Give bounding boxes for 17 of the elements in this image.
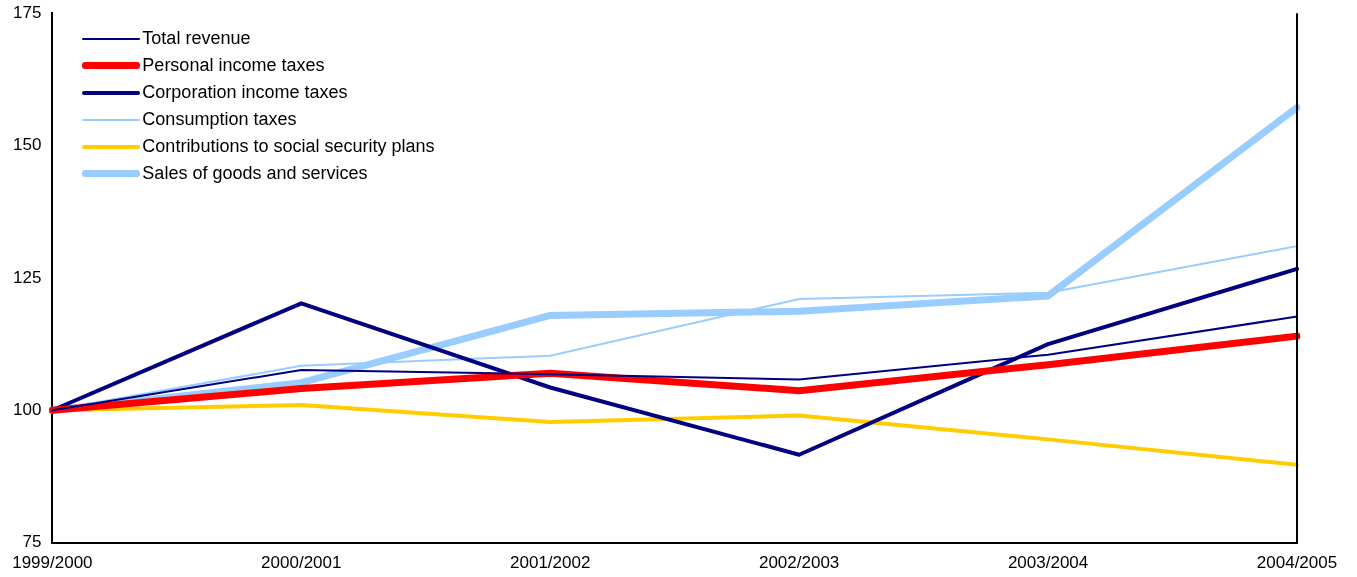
- y-tick-label: 125: [12, 267, 42, 287]
- legend-label: Contributions to social security plans: [142, 135, 435, 159]
- x-tick-label: 2003/2004: [1007, 553, 1089, 573]
- x-tick-label: 2000/2001: [261, 553, 342, 573]
- x-tick-label: 2002/2003: [758, 553, 840, 573]
- legend-label: Sales of goods and services: [142, 162, 368, 186]
- legend-label: Consumption taxes: [142, 108, 297, 132]
- y-tick-label: 75: [22, 532, 42, 552]
- y-tick-label: 150: [12, 135, 42, 155]
- x-tick-label: 2001/2002: [510, 553, 591, 573]
- y-tick-label: 100: [12, 399, 42, 419]
- x-tick-label: 1999/2000: [12, 553, 93, 573]
- y-tick-label: 175: [12, 2, 42, 22]
- x-tick-label: 2004/2005: [1256, 553, 1338, 573]
- legend-label: Corporation income taxes: [142, 81, 348, 105]
- legend-label: Personal income taxes: [142, 54, 325, 78]
- legend-label: Total revenue: [142, 27, 251, 51]
